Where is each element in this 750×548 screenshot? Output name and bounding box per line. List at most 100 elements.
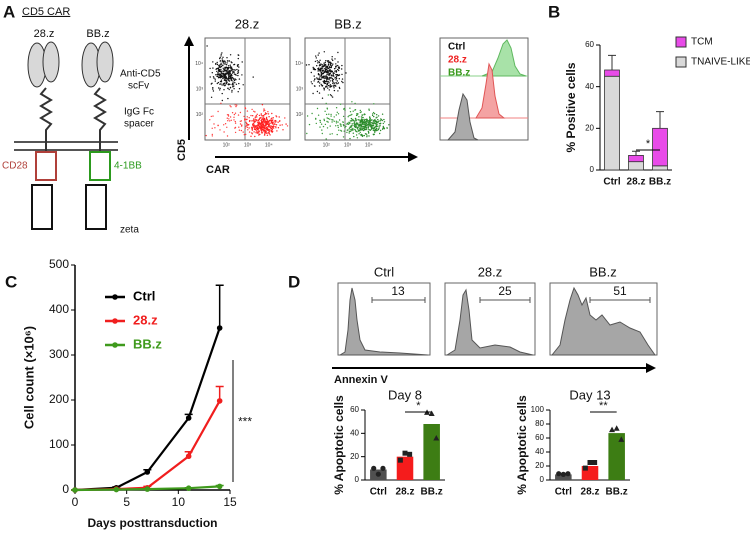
- 41bb-label: 4-1BB: [114, 161, 142, 172]
- event-dot: [229, 64, 231, 66]
- event-dot: [367, 130, 369, 132]
- event-dot: [335, 125, 337, 127]
- event-dot: [325, 113, 328, 116]
- event-dot: [282, 129, 284, 131]
- event-dot: [319, 59, 321, 61]
- event-dot: [334, 70, 336, 72]
- event-dot: [348, 132, 350, 134]
- event-dot: [319, 63, 321, 66]
- event-dot: [265, 121, 268, 123]
- event-dot: [346, 129, 348, 131]
- event-dot: [269, 119, 271, 122]
- event-dot: [233, 63, 235, 66]
- event-dot: [230, 106, 232, 108]
- event-dot: [335, 70, 337, 72]
- event-dot: [267, 126, 269, 128]
- event-dot: [243, 115, 245, 118]
- event-dot: [344, 118, 346, 120]
- event-dot: [230, 73, 233, 76]
- event-dot: [263, 124, 265, 127]
- event-dot: [217, 72, 219, 74]
- data-point: [407, 451, 413, 457]
- legend-label: Ctrl: [133, 288, 155, 303]
- event-dot: [270, 130, 272, 133]
- event-dot: [349, 107, 351, 109]
- event-dot: [332, 80, 334, 83]
- event-dot: [344, 126, 346, 129]
- event-dot: [262, 120, 264, 123]
- event-dot: [245, 133, 247, 136]
- event-dot: [376, 116, 378, 118]
- event-dot: [356, 127, 359, 129]
- event-dot: [256, 113, 258, 116]
- event-dot: [335, 63, 337, 65]
- spacer-label: IgG Fc: [124, 107, 154, 118]
- event-dot: [337, 82, 340, 84]
- event-dot: [349, 137, 351, 140]
- event-dot: [349, 111, 352, 113]
- event-dot: [257, 124, 259, 126]
- bar-segment: [628, 155, 644, 163]
- event-dot: [269, 134, 271, 136]
- event-dot: [226, 81, 228, 83]
- event-dot: [272, 117, 274, 119]
- event-dot: [226, 62, 228, 64]
- event-dot: [255, 115, 257, 117]
- y-axis-label: % Positive cells: [564, 62, 578, 152]
- data-point: [375, 471, 381, 477]
- legend-marker: [112, 294, 118, 300]
- event-dot: [266, 122, 268, 125]
- event-dot: [327, 60, 330, 62]
- event-dot: [323, 64, 325, 67]
- y-tick-label: 100: [531, 405, 545, 414]
- legend-swatch: [675, 36, 687, 48]
- event-dot: [251, 126, 253, 129]
- series-marker: [185, 415, 192, 421]
- event-dot: [212, 67, 214, 69]
- event-dot: [319, 119, 321, 122]
- event-dot: [263, 134, 266, 136]
- y-tick-label: 0: [62, 482, 69, 496]
- event-dot: [331, 56, 333, 58]
- event-dot: [326, 107, 328, 109]
- event-dot: [348, 130, 351, 133]
- error-bar: [608, 54, 616, 70]
- event-dot: [318, 92, 321, 94]
- event-dot: [342, 136, 345, 138]
- event-dot: [265, 131, 267, 134]
- event-dot: [369, 124, 371, 126]
- event-dot: [231, 112, 234, 114]
- zeta-domain: [85, 184, 107, 230]
- event-dot: [320, 72, 322, 74]
- event-dot: [261, 115, 263, 117]
- event-dot: [325, 79, 328, 81]
- event-dot: [271, 112, 273, 115]
- event-dot: [324, 80, 327, 83]
- event-dot: [279, 120, 281, 122]
- event-dot: [205, 134, 207, 137]
- event-dot: [223, 131, 225, 133]
- data-point: [556, 471, 562, 477]
- event-dot: [373, 115, 375, 118]
- event-dot: [353, 124, 356, 126]
- flow-tick-label: 10²: [323, 142, 331, 148]
- event-dot: [383, 121, 386, 123]
- event-dot: [317, 70, 319, 72]
- event-dot: [338, 78, 340, 80]
- event-dot: [257, 132, 259, 134]
- event-dot: [356, 131, 358, 133]
- event-dot: [218, 64, 220, 67]
- event-dot: [258, 125, 261, 128]
- event-dot: [313, 80, 315, 82]
- event-dot: [254, 117, 256, 119]
- event-dot: [333, 87, 335, 89]
- event-dot: [363, 129, 365, 131]
- event-dot: [326, 85, 328, 88]
- event-dot: [320, 63, 322, 65]
- event-dot: [338, 69, 340, 72]
- event-dot: [362, 116, 364, 119]
- event-dot: [316, 60, 318, 62]
- event-dot: [338, 119, 341, 121]
- event-dot: [342, 115, 345, 118]
- event-dot: [331, 96, 334, 98]
